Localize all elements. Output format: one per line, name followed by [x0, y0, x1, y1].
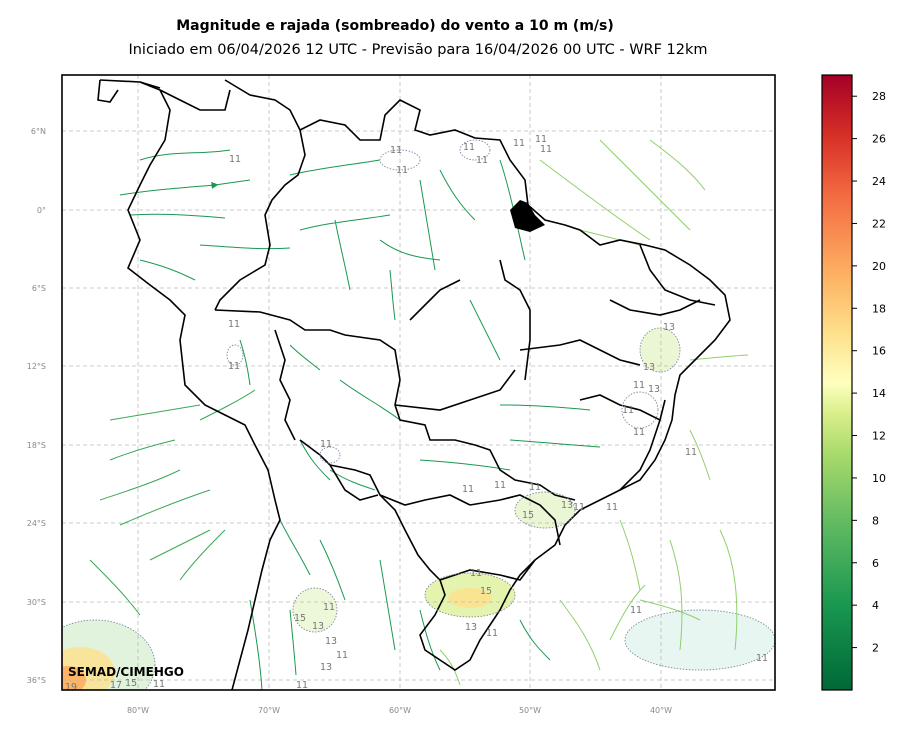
lat-label: 6°N: [31, 127, 46, 136]
contour-label: 13: [561, 500, 573, 511]
contour-label: 11: [296, 680, 308, 691]
contour-label: 15: [522, 510, 534, 521]
contour-label: 11: [476, 155, 488, 166]
contour-label: 11: [756, 653, 768, 664]
lat-label: 24°S: [27, 519, 46, 528]
colorbar-tick-label: 2: [872, 642, 879, 655]
contour-label: 13: [465, 622, 477, 633]
amazon-delta: [510, 200, 545, 232]
lon-axis: 80°W 70°W 60°W 50°W 40°W: [127, 706, 672, 715]
lon-label: 60°W: [389, 706, 411, 715]
colorbar-tick-label: 18: [872, 302, 886, 315]
contour-label: 13: [320, 662, 332, 673]
contour-label: 13: [325, 636, 337, 647]
colorbar-tick-label: 26: [872, 133, 886, 146]
contour-label: 11: [470, 568, 482, 579]
credit-label: SEMAD/CIMEHGO: [68, 665, 184, 679]
country-borders: [97, 79, 731, 690]
colorbar-tick-label: 6: [872, 557, 879, 570]
contour-label: 15: [294, 613, 306, 624]
colorbar-tick-label: 24: [872, 175, 886, 188]
contour-label: 15: [125, 678, 137, 689]
contour-label: 11: [633, 427, 645, 438]
contour-label: 11: [228, 361, 240, 372]
lon-label: 50°W: [519, 706, 541, 715]
contour-label: 11: [633, 380, 645, 391]
map-frame: [61, 74, 776, 691]
contour-label: 11: [396, 165, 408, 176]
contour-label: 11: [535, 134, 547, 145]
contour-label: 11: [463, 142, 475, 153]
map-subtitle: Iniciado em 06/04/2026 12 UTC - Previsão…: [128, 42, 708, 58]
lat-label: 6°S: [32, 284, 46, 293]
contour-label: 11: [336, 650, 348, 661]
lat-axis: 6°N 0° 6°S 12°S 18°S 24°S 30°S 36°S: [27, 127, 46, 685]
gust-contours: [62, 139, 775, 690]
contour-label: 11: [228, 319, 240, 330]
colorbar-tick-label: 16: [872, 345, 886, 358]
lat-label: 0°: [37, 206, 46, 215]
lon-label: 40°W: [650, 706, 672, 715]
lat-label: 36°S: [27, 676, 46, 685]
lat-label: 18°S: [27, 441, 46, 450]
lon-label: 80°W: [127, 706, 149, 715]
contour-label: 11: [229, 154, 241, 165]
contour-label: 11: [529, 482, 541, 493]
contour-label: 17: [110, 680, 122, 691]
contour-label: 11: [540, 144, 552, 155]
contour-label: 11: [573, 502, 585, 513]
colorbar-tick-label: 22: [872, 217, 886, 230]
map-area: [62, 75, 775, 690]
contour-label: 11: [494, 480, 506, 491]
contour-label: 11: [323, 602, 335, 613]
contour-label: 13: [643, 362, 655, 373]
contour-label: 13: [663, 322, 675, 333]
contour-label: 11: [622, 405, 634, 416]
lat-label: 12°S: [27, 362, 46, 371]
map-title: Magnitude e rajada (sombreado) do vento …: [176, 18, 614, 34]
colorbar-tick-label: 28: [872, 90, 886, 103]
contour-label: 11: [153, 679, 165, 690]
colorbar-tick-label: 4: [872, 599, 879, 612]
colorbar-tick-label: 20: [872, 260, 886, 273]
colorbar-tick-label: 12: [872, 430, 886, 443]
contour-labels: 11 11 11 11 11 11 11 11 11 11 11 13 13 1…: [65, 134, 768, 693]
contour-label: 19: [65, 682, 77, 693]
colorbar-gradient: [821, 74, 853, 691]
contour-label: 11: [462, 484, 474, 495]
contour-label: 11: [390, 145, 402, 156]
contour-label: 11: [486, 628, 498, 639]
contour-label: 11: [630, 605, 642, 616]
lon-label: 70°W: [258, 706, 280, 715]
contour-label: 13: [312, 621, 324, 632]
contour-label: 13: [648, 384, 660, 395]
contour-label: 11: [513, 138, 525, 149]
contour-label: 11: [606, 502, 618, 513]
lat-label: 30°S: [27, 598, 46, 607]
contour-label: 11: [320, 439, 332, 450]
colorbar-tick-label: 10: [872, 472, 886, 485]
colorbar-tick-label: 14: [872, 387, 886, 400]
contour-label: 15: [480, 586, 492, 597]
colorbar-tick-label: 8: [872, 514, 879, 527]
wind-streamlines: [89, 139, 749, 690]
map-gridlines: [62, 75, 775, 690]
contour-label: 11: [685, 447, 697, 458]
